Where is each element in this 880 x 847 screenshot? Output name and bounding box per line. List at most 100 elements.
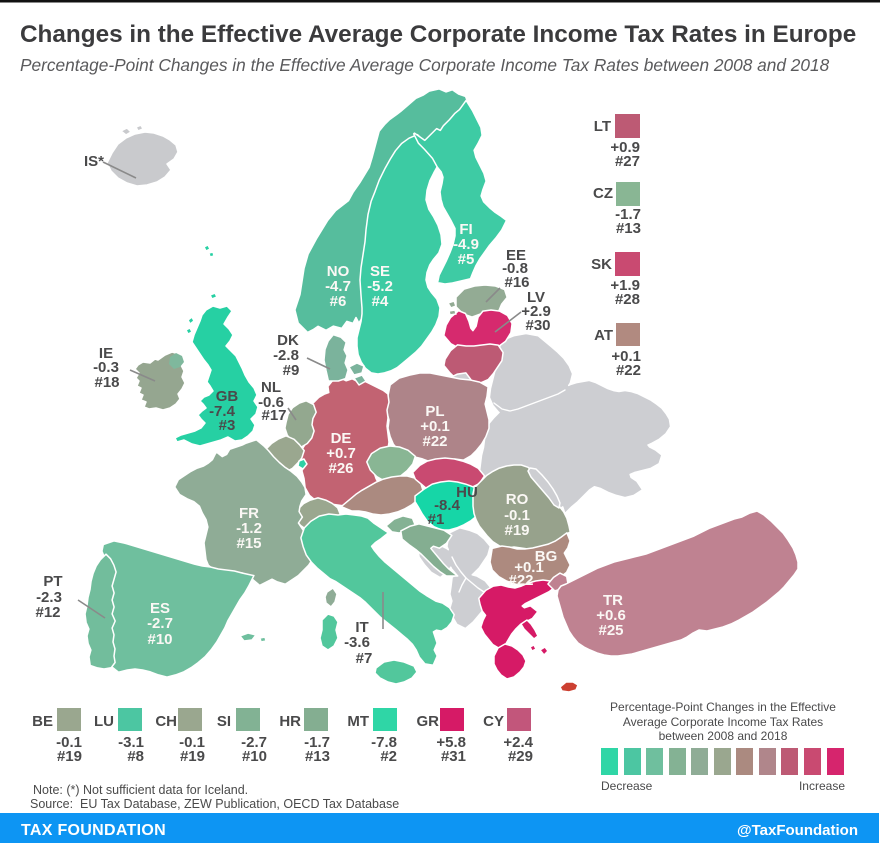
svg-text:+1.9: +1.9 <box>610 277 640 294</box>
svg-text:#18: #18 <box>94 374 119 391</box>
svg-text:FI: FI <box>459 221 472 238</box>
svg-text:-2.7: -2.7 <box>241 734 267 751</box>
svg-text:#2: #2 <box>380 748 397 765</box>
svg-text:CH: CH <box>155 713 177 730</box>
svg-text:HR: HR <box>279 713 301 730</box>
svg-text:Increase: Increase <box>799 779 845 793</box>
svg-text:+0.1: +0.1 <box>514 559 544 576</box>
svg-text:+2.4: +2.4 <box>503 734 533 751</box>
svg-text:#3: #3 <box>219 417 236 434</box>
svg-text:+0.9: +0.9 <box>610 139 640 156</box>
svg-text:AT: AT <box>594 327 613 344</box>
svg-text:#26: #26 <box>328 460 353 477</box>
svg-text:+0.1: +0.1 <box>611 348 641 365</box>
svg-text:#8: #8 <box>127 748 144 765</box>
svg-text:GB: GB <box>216 388 239 405</box>
svg-text:EE: EE <box>506 247 526 264</box>
svg-text:#7: #7 <box>356 650 373 667</box>
svg-text:-4.7: -4.7 <box>325 278 351 295</box>
svg-text:#1: #1 <box>428 511 445 528</box>
svg-text:-0.3: -0.3 <box>93 359 119 376</box>
svg-text:#19: #19 <box>180 748 205 765</box>
svg-text:-1.7: -1.7 <box>304 734 330 751</box>
svg-text:RO: RO <box>506 491 529 508</box>
svg-text:TAX FOUNDATION: TAX FOUNDATION <box>21 822 166 839</box>
svg-text:PL: PL <box>425 403 444 420</box>
svg-text:#25: #25 <box>598 622 623 639</box>
svg-text:-3.6: -3.6 <box>344 634 370 651</box>
svg-text:Source: EU Tax Database, ZEW: Source: EU Tax Database, ZEW Publication… <box>30 797 399 811</box>
svg-text:LV: LV <box>527 289 545 306</box>
svg-text:ES: ES <box>150 600 170 617</box>
svg-text:#5: #5 <box>458 251 475 268</box>
svg-text:#16: #16 <box>504 274 529 291</box>
svg-text:#30: #30 <box>525 317 550 334</box>
svg-text:+0.7: +0.7 <box>326 445 356 462</box>
svg-text:#27: #27 <box>615 153 640 170</box>
svg-text:-0.1: -0.1 <box>504 507 530 524</box>
svg-text:#4: #4 <box>372 293 389 310</box>
svg-text:#10: #10 <box>147 631 172 648</box>
svg-text:@TaxFoundation: @TaxFoundation <box>737 822 858 839</box>
svg-text:DE: DE <box>331 430 352 447</box>
svg-text:HU: HU <box>456 484 478 501</box>
svg-text:+0.1: +0.1 <box>420 418 450 435</box>
svg-text:#22: #22 <box>422 433 447 450</box>
svg-text:TR: TR <box>603 592 623 609</box>
svg-text:-7.8: -7.8 <box>371 734 397 751</box>
svg-text:+2.9: +2.9 <box>521 303 551 320</box>
svg-text:#9: #9 <box>283 362 300 379</box>
svg-text:FR: FR <box>239 505 259 522</box>
svg-text:NO: NO <box>327 263 350 280</box>
svg-text:-0.6: -0.6 <box>258 394 284 411</box>
svg-text:#13: #13 <box>616 220 641 237</box>
svg-text:#28: #28 <box>615 291 640 308</box>
svg-text:CZ: CZ <box>593 185 613 202</box>
svg-text:IE: IE <box>99 345 113 362</box>
svg-text:MT: MT <box>347 713 369 730</box>
svg-text:-0.1: -0.1 <box>56 734 82 751</box>
svg-text:-4.9: -4.9 <box>453 236 479 253</box>
svg-text:#19: #19 <box>57 748 82 765</box>
svg-text:#22: #22 <box>508 572 533 589</box>
svg-text:-2.7: -2.7 <box>147 615 173 632</box>
svg-text:#29: #29 <box>508 748 533 765</box>
svg-text:IT: IT <box>355 619 368 636</box>
svg-text:between 2008 and 2018: between 2008 and 2018 <box>659 729 788 743</box>
svg-text:-7.4: -7.4 <box>209 403 236 420</box>
svg-text:CY: CY <box>483 713 504 730</box>
svg-text:#22: #22 <box>616 362 641 379</box>
svg-text:#17: #17 <box>261 407 286 424</box>
svg-text:GR: GR <box>417 713 440 730</box>
svg-text:SI: SI <box>217 713 231 730</box>
svg-text:-1.2: -1.2 <box>236 520 262 537</box>
svg-text:PT: PT <box>43 573 62 590</box>
svg-text:Decrease: Decrease <box>601 779 653 793</box>
svg-text:#6: #6 <box>330 293 347 310</box>
svg-text:#13: #13 <box>305 748 330 765</box>
svg-text:+0.6: +0.6 <box>596 607 626 624</box>
svg-text:#10: #10 <box>242 748 267 765</box>
svg-text:-5.2: -5.2 <box>367 278 393 295</box>
svg-text:-2.3: -2.3 <box>36 589 62 606</box>
svg-text:-0.1: -0.1 <box>179 734 205 751</box>
svg-text:SE: SE <box>370 263 390 280</box>
svg-text:Percentage-Point Changes in th: Percentage-Point Changes in the Effectiv… <box>20 55 830 75</box>
svg-text:#12: #12 <box>35 604 60 621</box>
svg-text:+5.8: +5.8 <box>436 734 466 751</box>
svg-text:BE: BE <box>32 713 53 730</box>
svg-text:LT: LT <box>594 118 611 135</box>
svg-text:IS*: IS* <box>84 153 104 170</box>
svg-text:BG: BG <box>535 548 558 565</box>
svg-text:DK: DK <box>277 332 299 349</box>
svg-text:Percentage-Point Changes in th: Percentage-Point Changes in the Effectiv… <box>610 700 836 714</box>
svg-text:#19: #19 <box>504 522 529 539</box>
svg-text:-0.8: -0.8 <box>502 260 528 277</box>
svg-text:LU: LU <box>94 713 114 730</box>
svg-text:-3.1: -3.1 <box>118 734 144 751</box>
svg-text:Changes in the Effective Avera: Changes in the Effective Average Corpora… <box>20 21 856 48</box>
svg-text:Note: (*) Not sufficient data: Note: (*) Not sufficient data for Icelan… <box>33 783 248 797</box>
svg-text:Average Corporate Income Tax R: Average Corporate Income Tax Rates <box>623 715 823 729</box>
svg-text:#31: #31 <box>441 748 466 765</box>
svg-text:-1.7: -1.7 <box>615 206 641 223</box>
